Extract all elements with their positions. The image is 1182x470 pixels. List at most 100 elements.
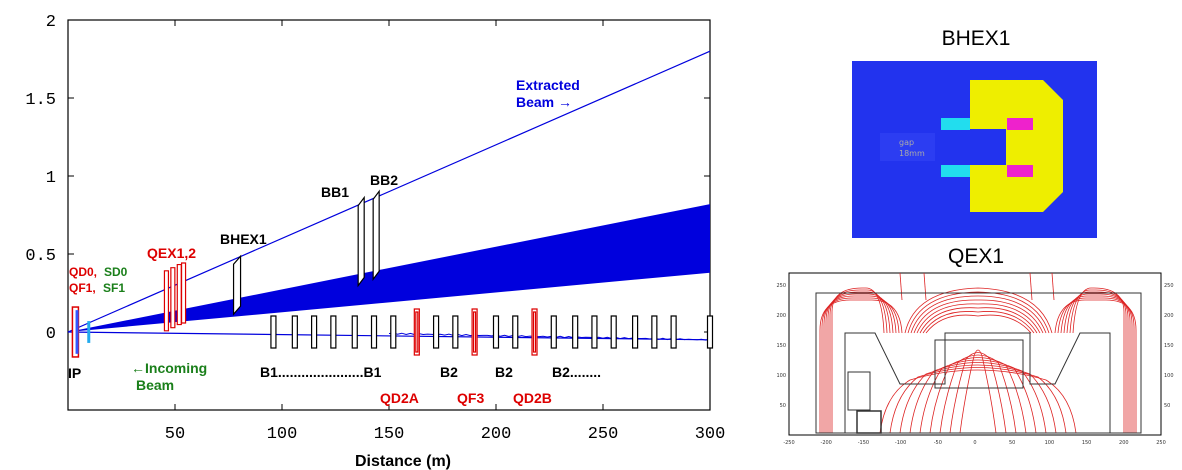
qex1-y-tick-label-right: 250 bbox=[1164, 283, 1174, 289]
dipole-magnet bbox=[492, 315, 500, 349]
field-line bbox=[925, 314, 1032, 334]
x-tick-label: 50 bbox=[165, 425, 185, 444]
qex1-y-tick-label: 200 bbox=[776, 313, 786, 319]
dipole-magnet bbox=[432, 315, 440, 349]
b1-row-label: B1......................B1 bbox=[260, 364, 382, 380]
qex1-y-tick-label: 100 bbox=[776, 373, 786, 379]
field-line bbox=[923, 272, 927, 301]
x-tick-label: 150 bbox=[374, 425, 405, 444]
qex1-pole-outline bbox=[844, 332, 1111, 434]
field-line bbox=[919, 307, 1038, 334]
quadrupole-magnet-core bbox=[415, 311, 419, 353]
qex1-coil-left bbox=[847, 371, 871, 411]
sf1-label: SF1 bbox=[103, 281, 125, 295]
field-line bbox=[825, 293, 894, 433]
field-line bbox=[819, 299, 903, 433]
qd2b-label: QD2B bbox=[513, 390, 552, 406]
bhex1-inner-text-2: 18mm bbox=[899, 149, 925, 158]
field-line bbox=[1051, 272, 1055, 301]
qex1-y-tick-label-right: 50 bbox=[1164, 403, 1170, 409]
dipole-magnet bbox=[610, 315, 617, 349]
plot-frame bbox=[67, 19, 711, 411]
extracted-beam-label-2: Beam → bbox=[516, 94, 572, 110]
qex1-x-tick-label: -250 bbox=[783, 440, 794, 446]
sextupole-cyan bbox=[87, 321, 91, 343]
bhex1-gap-region bbox=[880, 133, 935, 161]
field-line bbox=[904, 287, 1053, 334]
bb2-label: BB2 bbox=[370, 172, 398, 188]
y-tick-label: 2 bbox=[46, 13, 56, 32]
bhex1-coil-bottom-right bbox=[1007, 165, 1033, 177]
y-tick-label: 1.5 bbox=[25, 91, 56, 110]
bhex1-coil-bottom-left bbox=[941, 165, 970, 177]
qex1-axes: -250 -200 -150 -100 -50 0 50 100 150 200 250 250 200… bbox=[776, 283, 1173, 446]
dipole-magnet bbox=[651, 315, 658, 349]
qex-quadrupole bbox=[170, 267, 176, 329]
qex1-field-map: QEX1 -250 -200 -150 -100 -50 0 50 100 150 200 250 2… bbox=[776, 245, 1173, 446]
dipole-magnet bbox=[330, 315, 337, 349]
bhex1-label: BHEX1 bbox=[220, 231, 267, 247]
field-line bbox=[949, 352, 1007, 434]
bhex1-coil-top-left bbox=[941, 118, 970, 130]
field-line bbox=[899, 364, 1057, 434]
dipole-magnet bbox=[572, 315, 579, 349]
field-line bbox=[913, 299, 1044, 334]
field-line bbox=[1054, 299, 1137, 433]
bb1-label: BB1 bbox=[321, 184, 349, 200]
qex1-x-tick-label: -200 bbox=[821, 440, 832, 446]
qex-quadrupole bbox=[180, 262, 187, 324]
field-line bbox=[939, 354, 1017, 434]
dipole-magnet bbox=[706, 315, 714, 349]
qex1-x-tick-label: 150 bbox=[1082, 440, 1092, 446]
field-line bbox=[922, 311, 1035, 334]
field-line bbox=[916, 303, 1041, 334]
b2-label-2: B2 bbox=[495, 364, 513, 380]
field-line bbox=[829, 289, 888, 433]
bb2-magnet bbox=[372, 189, 380, 282]
qex-quadrupole bbox=[163, 270, 170, 332]
dipole-magnet bbox=[270, 315, 277, 349]
dipole-magnet bbox=[291, 315, 298, 349]
dipole-magnet bbox=[512, 315, 519, 349]
ip-label: IP bbox=[68, 365, 81, 381]
field-line bbox=[919, 359, 1037, 434]
field-line bbox=[1057, 297, 1135, 433]
b2-label-1: B2 bbox=[440, 364, 458, 380]
bhex1-inner-text-1: gap bbox=[899, 138, 914, 147]
dipole-magnet bbox=[311, 315, 318, 349]
field-line bbox=[1066, 291, 1129, 433]
y-tick-label: 0.5 bbox=[25, 247, 56, 266]
field-line bbox=[1060, 295, 1133, 433]
extracted-beam-envelope bbox=[68, 204, 710, 332]
qex-label: QEX1,2 bbox=[147, 245, 196, 261]
field-line bbox=[907, 291, 1050, 334]
field-line bbox=[827, 291, 891, 433]
qex1-x-tick-label: -150 bbox=[858, 440, 869, 446]
qex1-y-tick-label: 150 bbox=[776, 343, 786, 349]
bhex1-title: BHEX1 bbox=[942, 27, 1011, 50]
qex1-flux-lines bbox=[819, 272, 1137, 434]
field-line bbox=[821, 297, 900, 433]
bhex1-coil-top-right bbox=[1007, 118, 1033, 130]
qex1-y-tick-label-right: 150 bbox=[1164, 343, 1174, 349]
qf1-label: QF1, bbox=[69, 281, 96, 295]
bhex1-cross-section: BHEX1 gap 18mm bbox=[852, 27, 1097, 238]
qf3-label: QF3 bbox=[457, 390, 484, 406]
quadrupole-magnet-core bbox=[532, 311, 537, 353]
field-line bbox=[959, 349, 997, 434]
dipole-magnet bbox=[670, 315, 677, 349]
x-tick-label: 100 bbox=[267, 425, 298, 444]
qex1-x-tick-label: -50 bbox=[934, 440, 942, 446]
field-line bbox=[1069, 289, 1127, 433]
sd0-label: SD0 bbox=[104, 265, 128, 279]
dipole-magnet bbox=[591, 315, 598, 349]
b2-label-3: B2........ bbox=[552, 364, 601, 380]
dipole-magnet bbox=[550, 315, 557, 349]
extracted-beam-label-1: Extracted bbox=[516, 77, 580, 93]
qex1-x-tick-label: -100 bbox=[895, 440, 906, 446]
envelope-band bbox=[68, 204, 710, 332]
x-tick-label: 250 bbox=[588, 425, 619, 444]
field-line bbox=[1029, 272, 1033, 301]
